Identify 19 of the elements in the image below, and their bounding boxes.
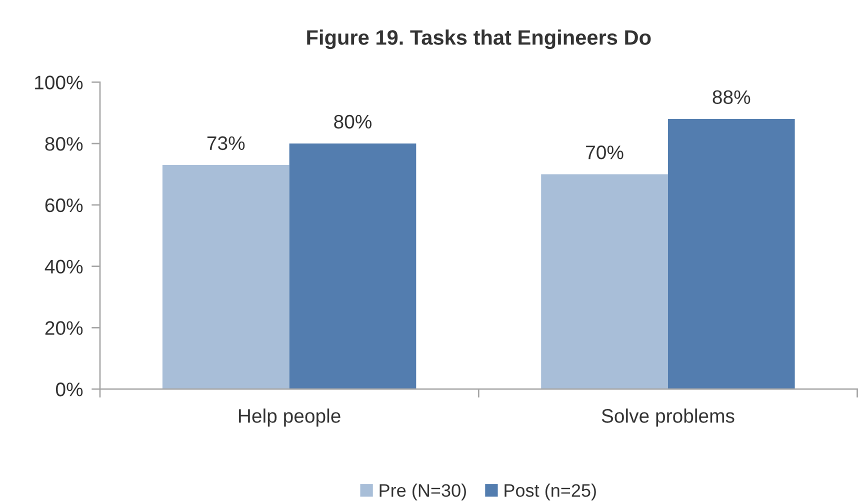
y-tick-label: 0% bbox=[56, 382, 83, 396]
legend-label: Pre (N=30) bbox=[380, 484, 466, 500]
bar bbox=[289, 144, 416, 390]
bar bbox=[668, 118, 795, 390]
data-label: 80% bbox=[334, 114, 372, 129]
y-tick-label: 80% bbox=[45, 137, 83, 151]
y-tick-label: 60% bbox=[45, 198, 83, 212]
chart-title: Figure 19. Tasks that Engineers Do bbox=[307, 30, 651, 50]
data-label: 70% bbox=[586, 146, 624, 160]
data-label: 73% bbox=[207, 136, 245, 150]
legend-label: Post (n=25) bbox=[504, 484, 596, 500]
data-label: 88% bbox=[712, 90, 750, 104]
bar bbox=[541, 174, 668, 390]
y-tick-label: 40% bbox=[44, 260, 83, 274]
y-tick-label: 20% bbox=[45, 321, 83, 335]
x-tick-label: Solve problems bbox=[602, 408, 734, 427]
bar bbox=[162, 165, 290, 390]
x-tick-label: Help people bbox=[239, 408, 340, 427]
y-tick-label: 100% bbox=[35, 76, 83, 90]
